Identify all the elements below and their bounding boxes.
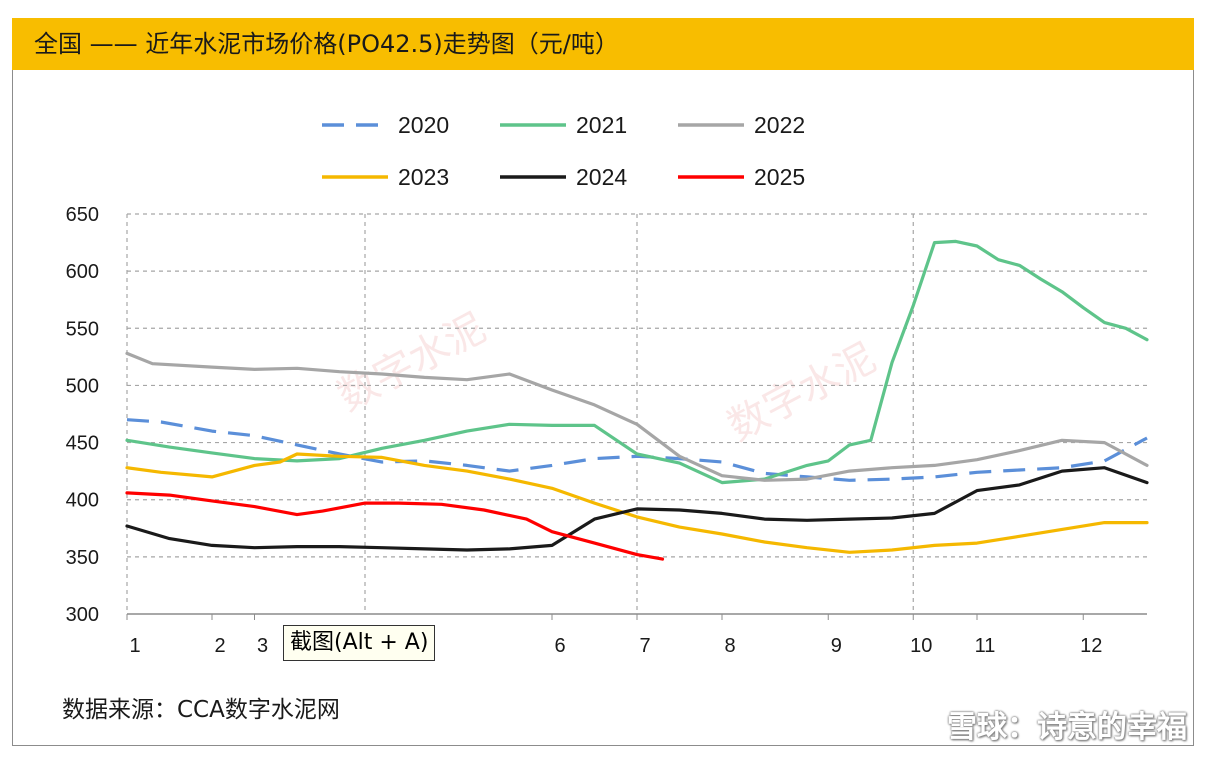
y-tick-label: 500 <box>66 375 99 397</box>
series-line-2023 <box>125 452 1149 554</box>
chart-title: 全国 —— 近年水泥市场价格(PO42.5)走势图（元/吨） <box>34 30 619 58</box>
legend-label-2025: 2025 <box>754 164 805 190</box>
x-tick-label: 8 <box>724 635 735 657</box>
y-tick-label: 650 <box>66 204 99 226</box>
y-tick-label: 300 <box>66 604 99 626</box>
x-tick-label: 6 <box>554 635 565 657</box>
series <box>125 239 1149 561</box>
series-line-2024 <box>125 466 1149 552</box>
y-tick-label: 550 <box>66 318 99 340</box>
legend-label-2022: 2022 <box>754 112 805 138</box>
grid <box>126 213 1147 614</box>
x-tick-label: 2 <box>214 635 225 657</box>
x-tick-label: 12 <box>1080 635 1102 657</box>
x-tick-label: 7 <box>639 635 650 657</box>
legend-label-2021: 2021 <box>576 112 627 138</box>
site-watermark: 雪球：诗意的幸福 <box>947 710 1187 745</box>
x-tick-label: 3 <box>257 635 268 657</box>
y-tick-label: 400 <box>66 490 99 512</box>
legend: 2020 2021 2022 2023 2024 2025 <box>322 112 805 190</box>
data-source-note: 数据来源：CCA数字水泥网 <box>62 697 340 723</box>
series-line-2022 <box>125 351 1149 482</box>
legend-label-2020: 2020 <box>398 112 449 138</box>
y-tick-label: 350 <box>66 547 99 569</box>
screenshot-tooltip: 截图(Alt + A) <box>283 625 436 661</box>
y-tick-label: 600 <box>66 261 99 283</box>
title-bar: 全国 —— 近年水泥市场价格(PO42.5)走势图（元/吨） <box>12 18 1194 70</box>
legend-label-2024: 2024 <box>576 164 627 190</box>
x-tick-label: 10 <box>910 635 932 657</box>
y-tick-label: 450 <box>66 433 99 455</box>
x-tick-label: 11 <box>975 635 996 657</box>
legend-label-2023: 2023 <box>398 164 449 190</box>
chart-frame <box>12 18 1194 746</box>
x-tick-label: 1 <box>129 635 140 657</box>
x-tick-label: 9 <box>831 635 842 657</box>
series-line-2025 <box>125 491 665 561</box>
series-line-2020 <box>126 418 1148 482</box>
